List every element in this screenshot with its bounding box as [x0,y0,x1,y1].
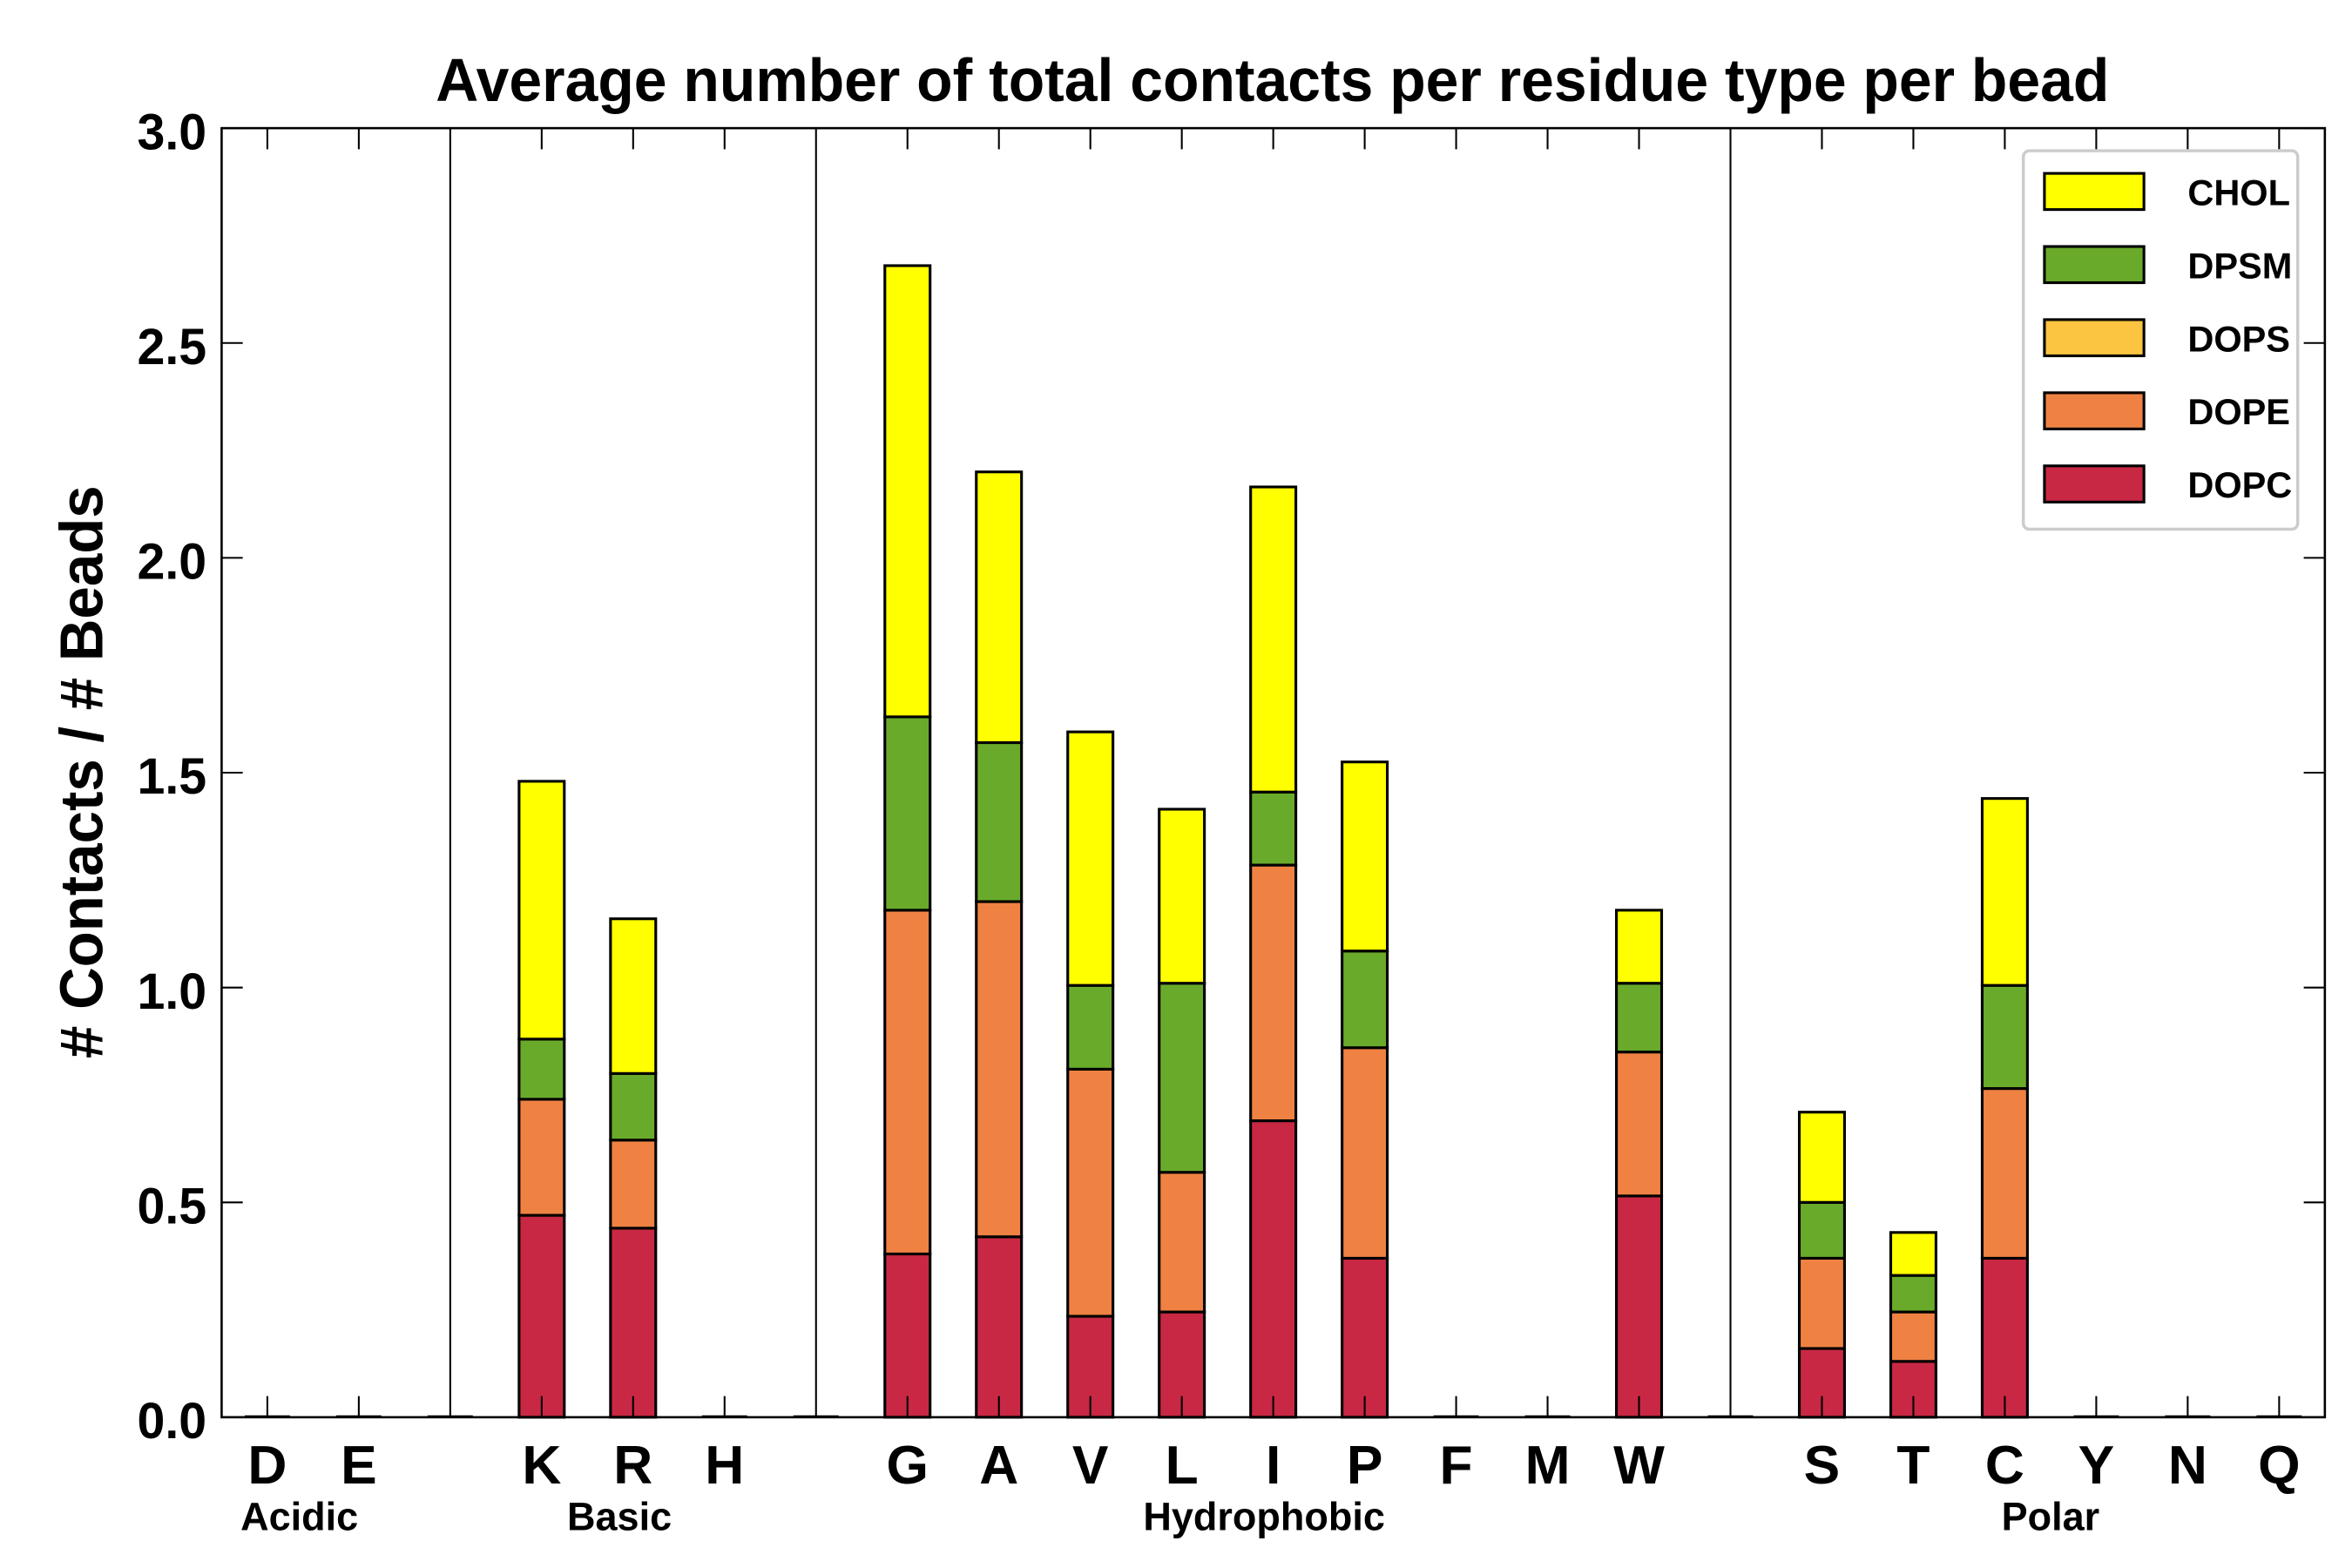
x-tick-label-C: C [1985,1436,2024,1496]
legend-label-chol: CHOL [2187,172,2290,213]
bar-chol-K [517,780,566,1041]
bar-dope-R [609,1139,658,1230]
x-tick-label-E: E [341,1436,377,1496]
y-tick-label: 0.0 [137,1393,206,1450]
bar-chol-R [609,917,658,1075]
bar-chol-G [883,264,932,719]
x-tick-label-S: S [1804,1436,1841,1496]
y-tick-label: 1.5 [137,748,206,805]
bar-dope-L [1158,1171,1206,1314]
bar-chol-T [1889,1231,1937,1277]
bar-dpsm-A [975,740,1024,903]
bar-dpsm-I [1249,790,1298,867]
bar-dope-G [883,909,932,1256]
y-tick-label: 3.0 [137,104,206,160]
bar-dope-S [1797,1256,1847,1350]
x-tick-label-D: D [247,1436,287,1496]
bar-dpsm-T [1889,1274,1937,1314]
bar-dope-V [1066,1067,1115,1318]
bar-dope-C [1980,1087,2029,1260]
x-tick-label-Q: Q [2258,1436,2300,1496]
bar-dpsm-V [1066,983,1115,1071]
x-tick-label-V: V [1072,1436,1109,1496]
x-tick-label-L: L [1166,1436,1199,1496]
x-tick-label-M: M [1525,1436,1571,1496]
group-label-hydrophobic: Hydrophobic [1143,1495,1384,1539]
x-tick-label-F: F [1440,1436,1473,1496]
bar-chol-S [1797,1111,1847,1204]
bar-dope-T [1889,1310,1937,1363]
bar-chol-L [1158,808,1206,985]
group-label-acidic: Acidic [240,1495,358,1539]
bar-dope-A [975,900,1024,1239]
bar-chol-V [1066,730,1115,987]
plot-frame [220,126,2327,1419]
legend-swatch-dpsm [2043,245,2146,285]
y-tick-label: 1.0 [137,963,206,1020]
bar-dopc-K [517,1213,566,1419]
x-tick-label-I: I [1266,1436,1281,1496]
bar-dope-I [1249,863,1298,1123]
legend-swatch-dope [2043,391,2146,430]
bar-dpsm-P [1341,950,1389,1050]
x-tick-label-N: N [2168,1436,2207,1496]
bar-dope-K [517,1098,566,1217]
x-tick-label-W: W [1613,1436,1665,1496]
bar-chol-P [1341,760,1389,953]
x-tick-label-R: R [613,1436,652,1496]
bar-chol-W [1615,909,1664,985]
bar-dpsm-R [609,1071,658,1142]
group-label-basic: Basic [567,1495,672,1539]
bar-dopc-W [1615,1194,1664,1419]
legend-label-dopc: DOPC [2187,464,2292,505]
bar-chol-I [1249,485,1298,794]
x-tick-label-T: T [1896,1436,1930,1496]
bar-dpsm-G [883,715,932,912]
legend-swatch-dopc [2043,464,2146,504]
y-tick-label: 2.0 [137,534,206,591]
legend-swatch-dops [2043,318,2146,358]
legend-swatch-chol [2043,172,2146,212]
x-tick-label-Y: Y [2078,1436,2115,1496]
x-tick-label-H: H [705,1436,744,1496]
bar-dope-P [1341,1046,1389,1260]
bar-chol-C [1980,797,2029,987]
bar-dopc-I [1249,1119,1298,1419]
bar-chol-A [975,470,1024,745]
legend-label-dpsm: DPSM [2187,245,2292,286]
y-axis-label: # Contacts / # Beads [48,485,116,1058]
y-tick-label: 0.5 [137,1179,206,1235]
bar-dpsm-C [1980,983,2029,1091]
bar-dopc-G [883,1252,932,1419]
x-tick-label-A: A [979,1436,1018,1496]
y-tick-label: 2.5 [137,319,206,375]
bar-dpsm-W [1615,982,1664,1054]
bar-dope-W [1615,1051,1664,1198]
x-tick-label-P: P [1347,1436,1383,1496]
x-tick-label-G: G [887,1436,929,1496]
bar-dopc-P [1341,1256,1389,1419]
bar-dopc-R [609,1227,658,1419]
group-label-polar: Polar [2002,1495,2100,1539]
legend-label-dops: DOPS [2187,318,2290,359]
legend: CHOL DPSM DOPS DOPE DOPC [2021,149,2300,531]
bar-dpsm-S [1797,1200,1847,1260]
legend-label-dope: DOPE [2187,391,2290,432]
x-tick-label-K: K [522,1436,561,1496]
bar-dopc-C [1980,1256,2029,1419]
bar-dpsm-L [1158,982,1206,1174]
bar-dpsm-K [517,1037,566,1101]
bar-dopc-A [975,1235,1024,1419]
chart-title: Average number of total contacts per res… [436,46,2109,114]
